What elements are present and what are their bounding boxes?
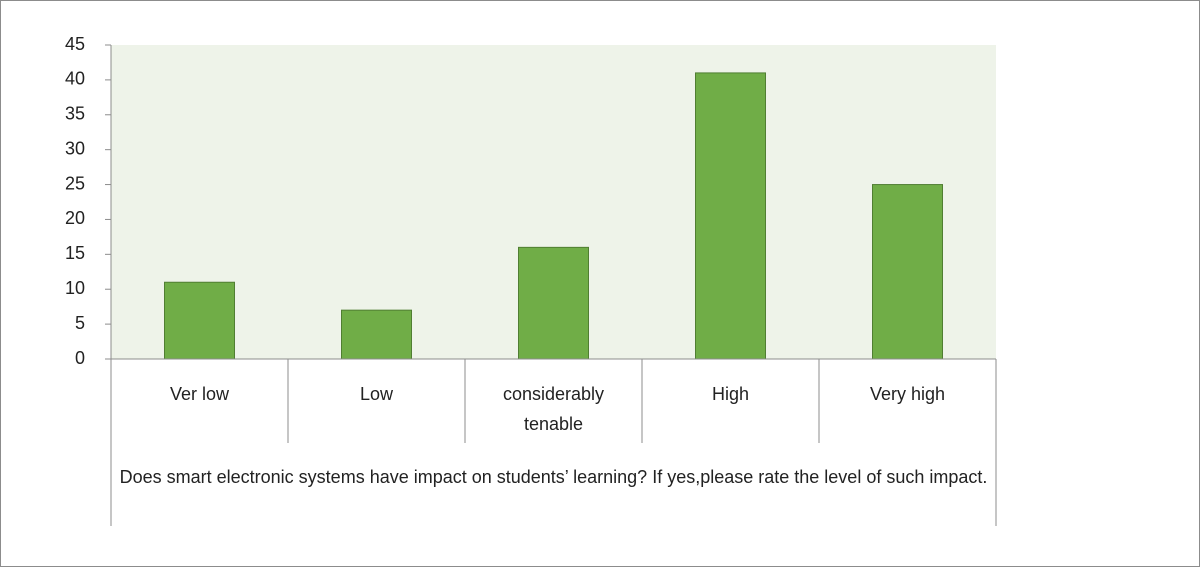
x-tick-label: considerably tenable	[502, 384, 605, 434]
x-axis-label: Does smart electronic systems have impac…	[119, 467, 988, 487]
bar	[164, 281, 235, 360]
x-tick-label: Low	[359, 384, 394, 404]
y-tick-label: 30	[65, 138, 85, 158]
x-tick-label: Very high	[869, 384, 946, 404]
y-tick-label: 25	[65, 173, 85, 193]
bar	[518, 246, 589, 360]
bar	[341, 309, 412, 360]
y-tick-label: 40	[65, 69, 85, 89]
bar	[695, 72, 766, 360]
y-tick-label: 45	[65, 34, 85, 54]
x-tick-label: High	[711, 384, 750, 404]
bar	[872, 184, 943, 360]
y-tick-label: 15	[65, 243, 85, 263]
y-tick-label: 0	[75, 348, 85, 368]
y-tick-label: 20	[65, 208, 85, 228]
y-tick-label: 5	[75, 313, 85, 333]
y-tick-label: 35	[65, 104, 85, 124]
y-tick-label: 10	[65, 278, 85, 298]
x-tick-label: Ver low	[169, 384, 230, 404]
